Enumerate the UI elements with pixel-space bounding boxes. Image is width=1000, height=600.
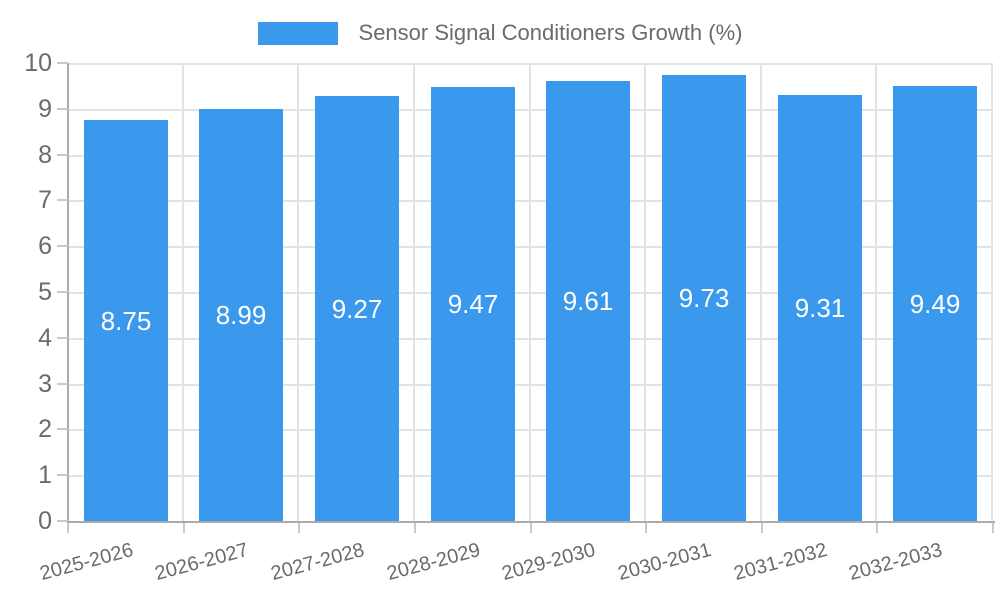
x-axis-label: 2029-2030: [499, 539, 598, 586]
y-axis-label: 4: [38, 324, 52, 352]
legend: Sensor Signal Conditioners Growth (%): [0, 16, 1000, 50]
bar-value-label: 8.99: [215, 300, 267, 330]
grid-line-vertical: [297, 63, 299, 521]
x-axis-label: 2028-2029: [384, 539, 483, 586]
grid-line-vertical: [875, 63, 877, 521]
y-axis-label: 7: [38, 186, 52, 214]
bar-value-label: 8.75: [100, 305, 152, 336]
y-axis-line: [67, 63, 69, 523]
x-axis-label: 2030-2031: [615, 539, 714, 586]
y-axis-label: 3: [38, 370, 52, 398]
bar[interactable]: 9.47: [431, 87, 515, 521]
y-axis-label: 5: [38, 278, 52, 306]
x-axis-tick: [992, 523, 994, 533]
x-axis-label: 2027-2028: [268, 539, 367, 586]
bar-value-label: 9.61: [562, 286, 614, 316]
y-axis-label: 8: [38, 141, 52, 169]
x-axis-label: 2031-2032: [731, 539, 830, 586]
y-axis-tick: [57, 520, 68, 522]
legend-label: Sensor Signal Conditioners Growth (%): [358, 20, 743, 45]
grid-line-vertical: [413, 63, 415, 521]
x-axis-tick: [183, 523, 185, 533]
y-axis-tick: [57, 108, 68, 110]
x-axis-label: 2026-2027: [152, 539, 251, 586]
x-axis-tick: [414, 523, 416, 533]
y-axis-label: 6: [38, 232, 52, 260]
y-axis-tick: [57, 245, 68, 247]
bar-value-label: 9.73: [678, 283, 730, 313]
bar[interactable]: 9.61: [546, 81, 630, 521]
y-axis-tick: [57, 337, 68, 339]
x-axis-label: 2025-2026: [37, 539, 136, 586]
x-axis-label: 2032-2033: [846, 539, 945, 586]
y-axis-tick: [57, 154, 68, 156]
bar-value-label: 9.47: [447, 289, 499, 319]
bar-value-label: 9.31: [794, 293, 846, 323]
y-axis-tick: [57, 199, 68, 201]
plot-area: 8.75 8.99 9.27 9.47 9.61 9.73 9.31 9.49: [68, 63, 993, 521]
y-axis-label: 9: [38, 95, 52, 123]
y-axis-tick: [57, 291, 68, 293]
y-axis-tick: [57, 474, 68, 476]
x-axis-tick: [645, 523, 647, 533]
bar[interactable]: 9.27: [315, 96, 399, 521]
bar-value-label: 9.27: [331, 293, 383, 324]
y-axis-label: 0: [38, 507, 52, 535]
y-axis-label: 10: [24, 49, 52, 77]
x-axis-tick: [876, 523, 878, 533]
y-axis-tick: [57, 383, 68, 385]
bar-value-label: 9.49: [909, 288, 961, 319]
y-axis-tick: [57, 62, 68, 64]
grid-line-vertical: [182, 63, 184, 521]
y-axis-label: 2: [38, 415, 52, 443]
bar[interactable]: 9.73: [662, 75, 746, 521]
bar[interactable]: 8.99: [199, 109, 283, 521]
grid-line-vertical: [644, 63, 646, 521]
x-axis-tick: [761, 523, 763, 533]
grid-line-vertical: [529, 63, 531, 521]
x-axis-line: [67, 521, 995, 523]
x-axis-tick: [530, 523, 532, 533]
x-axis-tick: [298, 523, 300, 533]
bar[interactable]: 9.31: [778, 95, 862, 521]
x-axis-tick: [67, 523, 69, 533]
legend-item[interactable]: Sensor Signal Conditioners Growth (%): [257, 20, 743, 46]
bar[interactable]: 9.49: [893, 86, 977, 521]
grid-line-vertical: [760, 63, 762, 521]
y-axis-tick: [57, 428, 68, 430]
grid-line-vertical: [991, 63, 993, 521]
y-axis-label: 1: [38, 461, 52, 489]
legend-swatch: [257, 21, 338, 45]
bar[interactable]: 8.75: [84, 120, 168, 521]
